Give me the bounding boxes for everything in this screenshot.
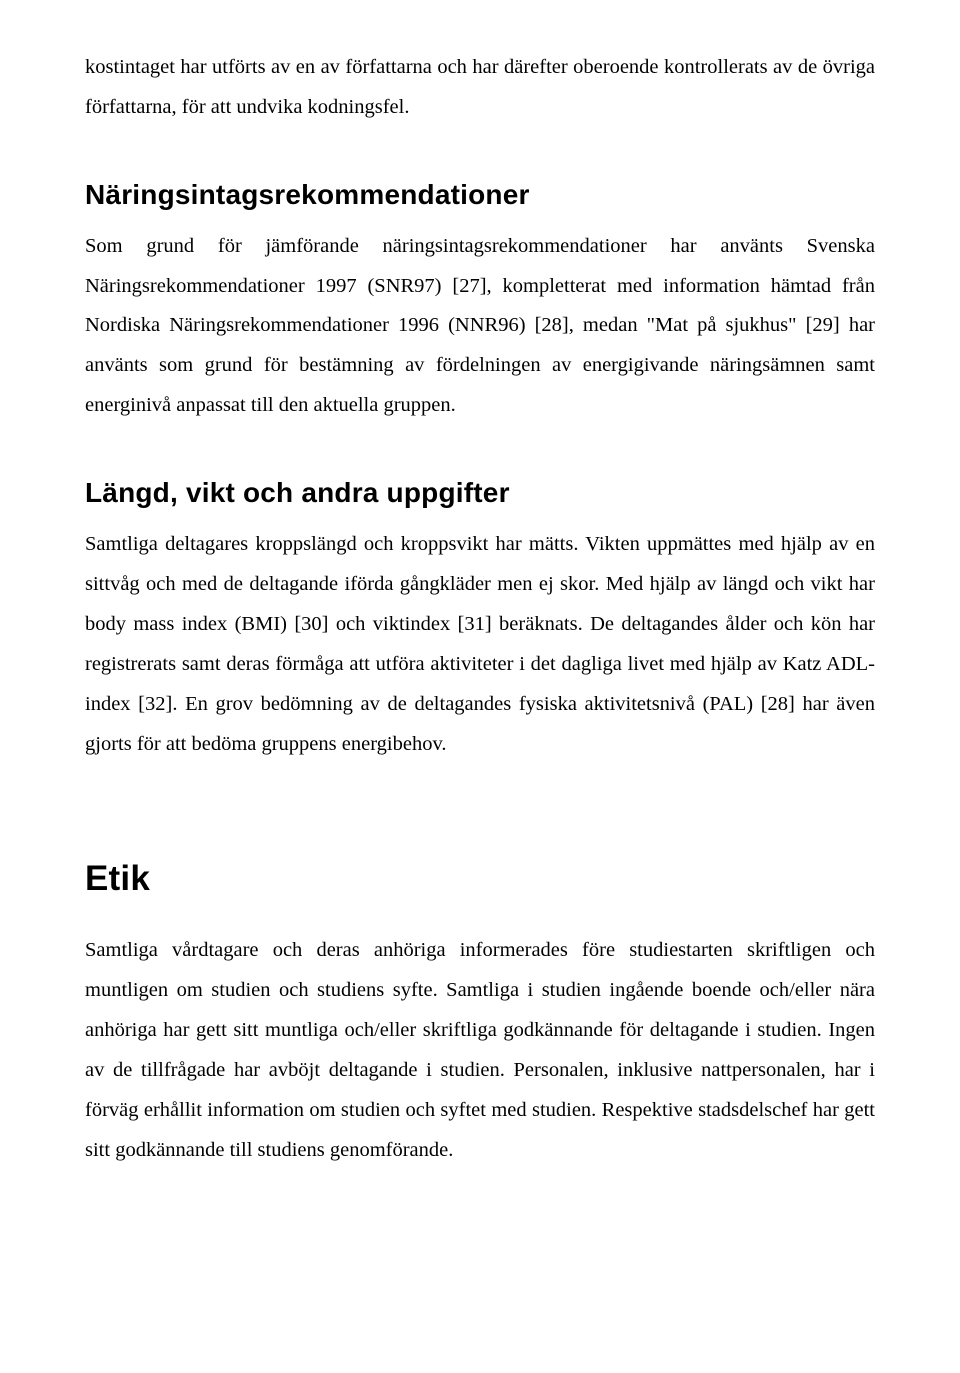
intro-continuation: kostintaget har utförts av en av författ…: [85, 48, 875, 128]
paragraph-langd-vikt: Samtliga deltagares kroppslängd och krop…: [85, 525, 875, 765]
heading-etik: Etik: [85, 845, 875, 913]
heading-langd-vikt: Längd, vikt och andra uppgifter: [85, 466, 875, 521]
heading-naringsintag: Näringsintagsrekommendationer: [85, 168, 875, 223]
paragraph-naringsintag: Som grund för jämförande näringsintagsre…: [85, 227, 875, 427]
paragraph-etik: Samtliga vårdtagare och deras anhöriga i…: [85, 931, 875, 1171]
